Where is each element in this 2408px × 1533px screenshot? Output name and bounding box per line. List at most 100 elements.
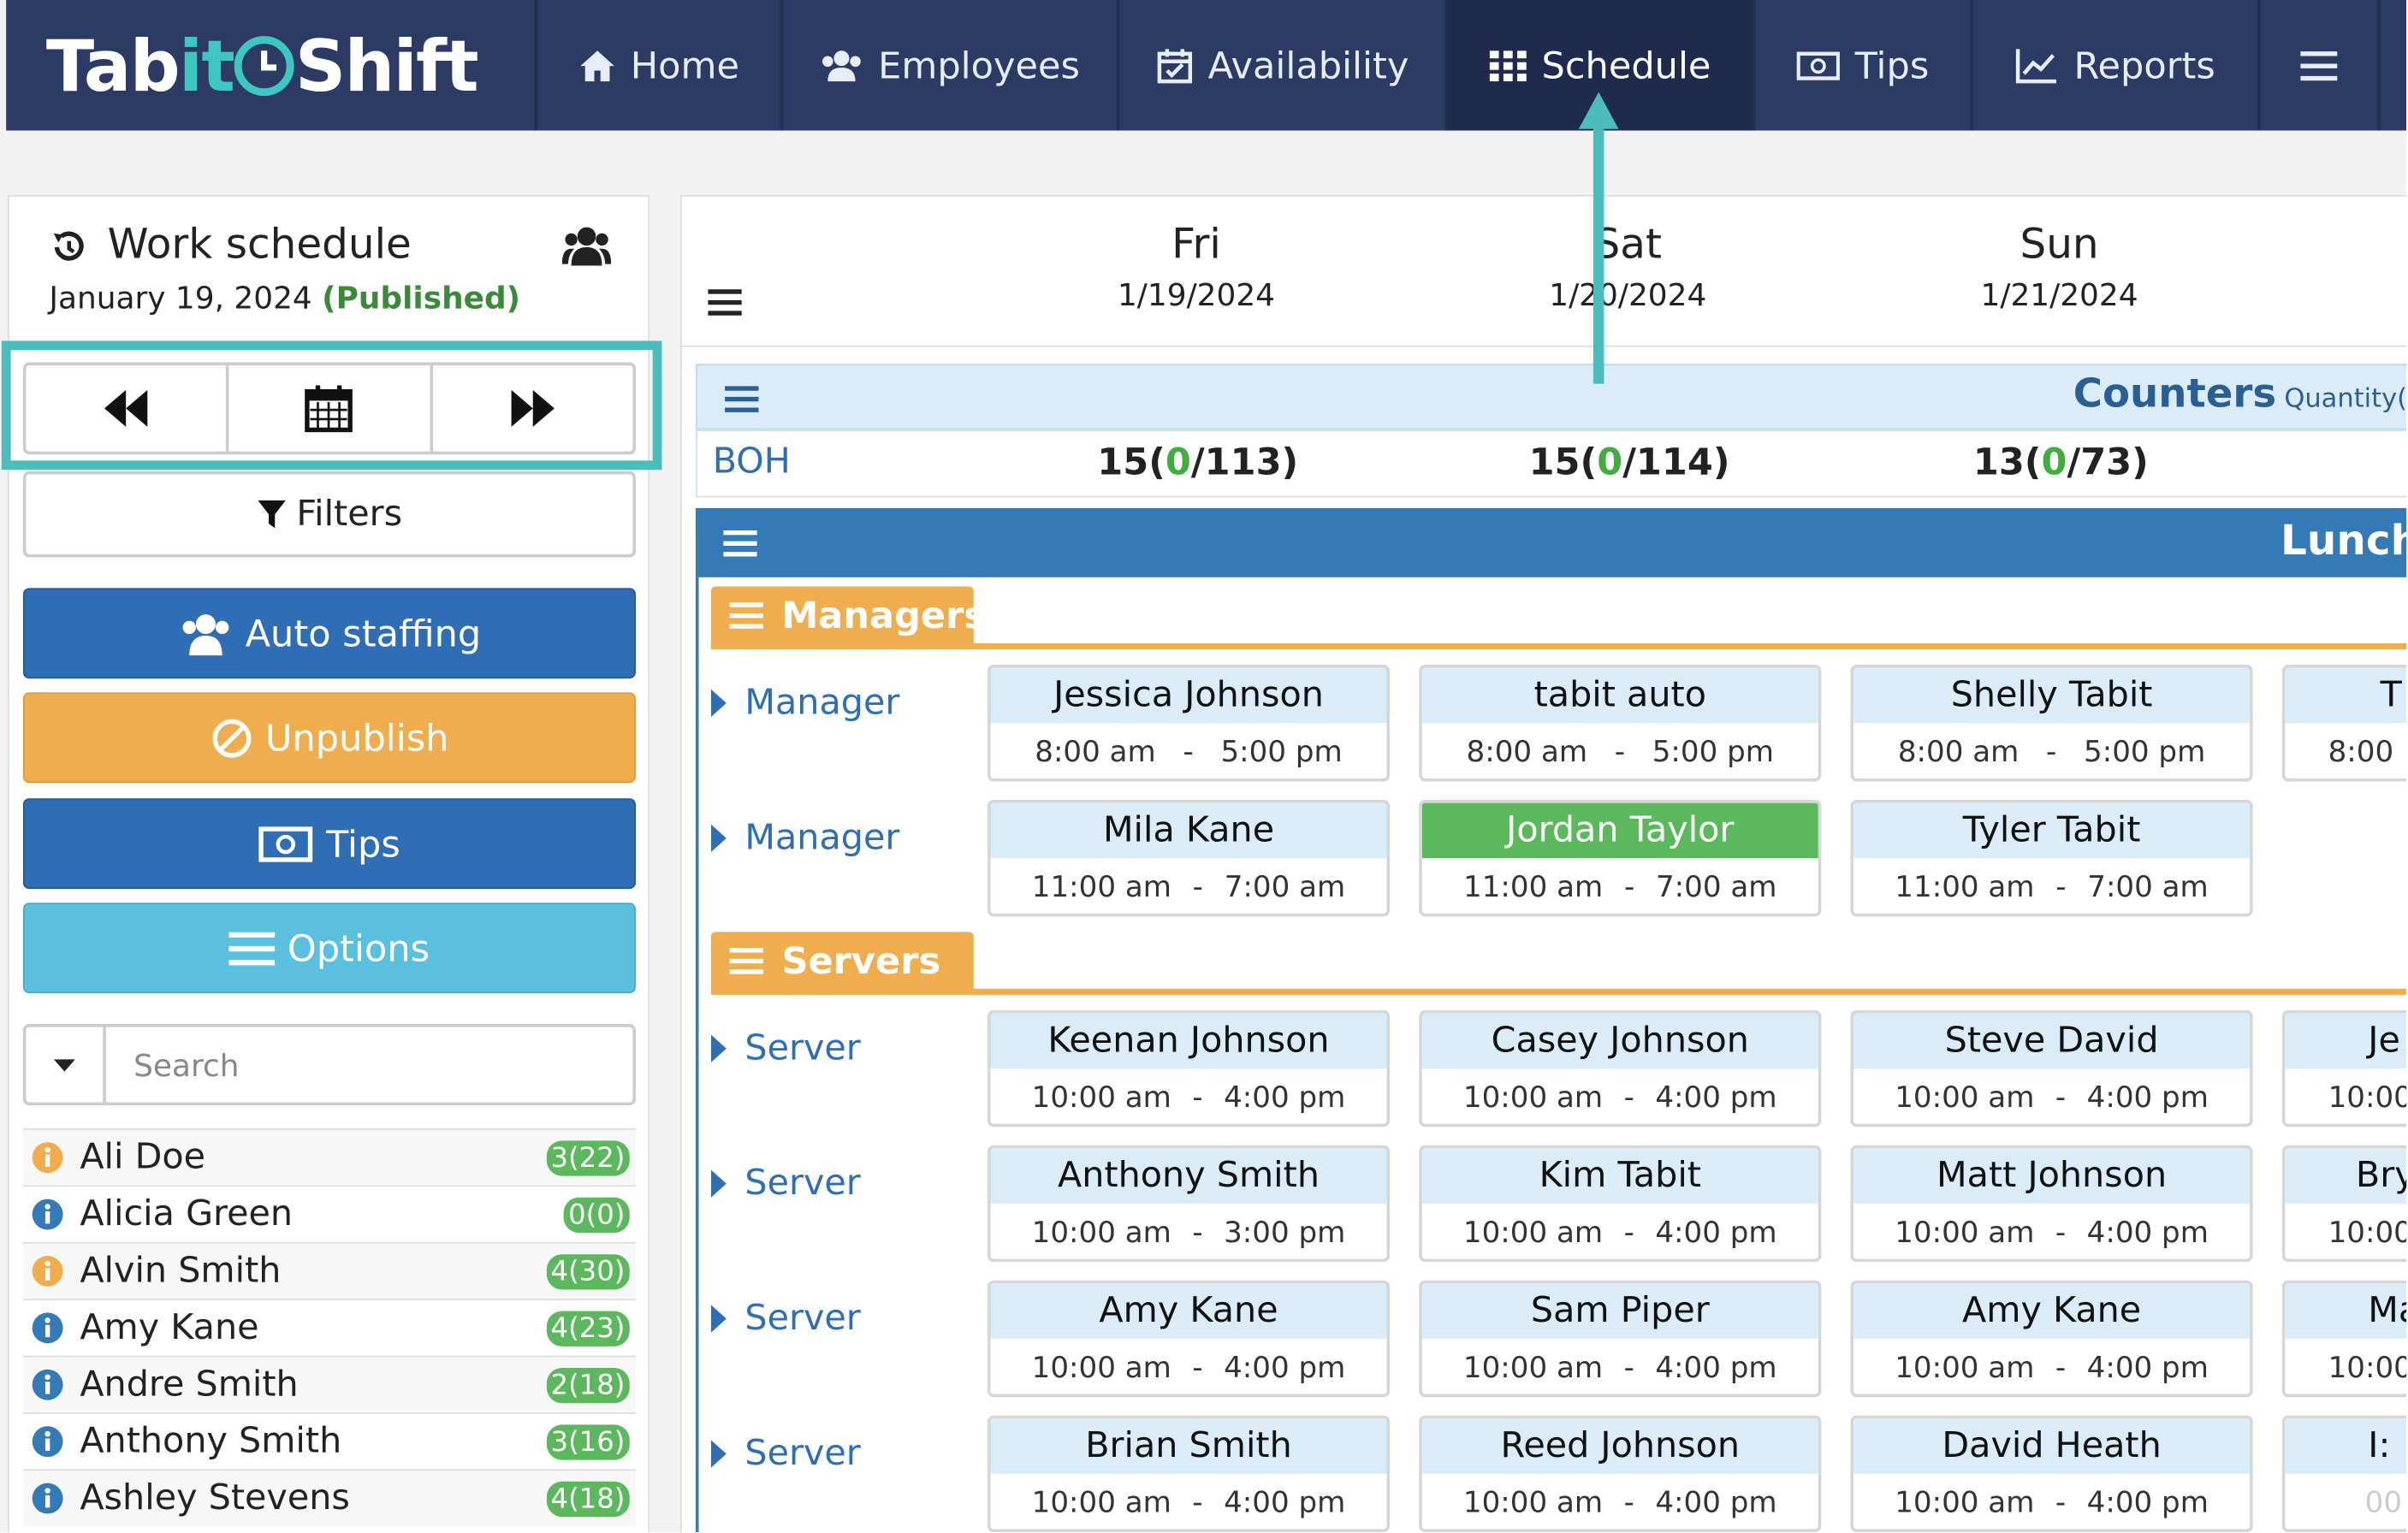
filters-button[interactable]: Filters (22, 471, 636, 558)
group-line (710, 642, 2407, 650)
shift-time: 11:00 am -7:00 am (1853, 858, 2250, 914)
menu-icon[interactable] (708, 288, 742, 316)
shift-separator: - (2046, 735, 2057, 770)
shift-end: 4:00 pm (1655, 1216, 1777, 1250)
shift-time: 10:00 (2328, 1216, 2407, 1250)
search-box[interactable]: Search (22, 1023, 636, 1106)
role-label[interactable]: Server (710, 1163, 861, 1204)
shift-card[interactable]: Amy Kane 10:00 am -4:00 pm (1850, 1280, 2253, 1398)
employee-row[interactable]: Ashley Stevens 4(18) (22, 1469, 636, 1526)
shift-card[interactable]: Casey Johnson 10:00 am -4:00 pm (1419, 1009, 1822, 1128)
nav-item[interactable]: Availability (1116, 0, 1445, 131)
schedule-date: January 19, 2024 (49, 279, 312, 317)
day-name: Sat (1593, 221, 1663, 269)
employee-row[interactable]: Anthony Smith 3(16) (22, 1412, 636, 1470)
action-button[interactable]: Unpublish (22, 692, 636, 784)
shift-card[interactable]: Tyler Tabit 11:00 am -7:00 am (1850, 799, 2253, 917)
counter-value: 13(0/73) (1892, 441, 2230, 483)
shift-card[interactable]: Jessica Johnson 8:00 am -5:00 pm (987, 665, 1391, 782)
shift-separator: - (2055, 1080, 2067, 1115)
group-header[interactable]: Servers (710, 932, 974, 991)
counter-assigned: 0 (1597, 441, 1623, 484)
shift-time: 10:00 am -4:00 pm (991, 1474, 1387, 1530)
shift-card[interactable]: Je 10:00 (2281, 1009, 2407, 1128)
shift-card[interactable]: Matt Johnson 10:00 am -4:00 pm (1850, 1145, 2253, 1263)
shift-employee: Reed Johnson (1421, 1418, 1818, 1474)
shift-card[interactable]: Jordan Taylor 11:00 am -7:00 am (1419, 799, 1822, 917)
role-label[interactable]: Manager (710, 819, 899, 858)
prev-button[interactable] (27, 365, 229, 452)
shift-card[interactable]: Keenan Johnson 10:00 am -4:00 pm (987, 1009, 1391, 1128)
history-icon (53, 231, 84, 261)
shift-line (695, 577, 699, 1533)
role-label[interactable]: Server (710, 1434, 861, 1474)
shift-card[interactable]: Reed Johnson 10:00 am -4:00 pm (1419, 1415, 1822, 1533)
employee-row[interactable]: Alvin Smith 4(30) (22, 1241, 636, 1299)
group-icon[interactable] (561, 224, 612, 267)
nav-item[interactable]: Schedule (1444, 0, 1753, 131)
shift-card[interactable]: Kim Tabit 10:00 am -4:00 pm (1419, 1145, 1822, 1263)
shift-card[interactable]: Ma 10:00 (2281, 1280, 2407, 1398)
employee-row[interactable]: Alicia Green 0(0) (22, 1185, 636, 1242)
search-dropdown[interactable] (27, 1027, 106, 1103)
role-label[interactable]: Server (710, 1299, 861, 1339)
shift-card[interactable]: Sam Piper 10:00 am -4:00 pm (1419, 1280, 1822, 1398)
employee-row[interactable]: Amy Kane 4(23) (22, 1299, 636, 1356)
shift-employee: Matt Johnson (1853, 1148, 2251, 1204)
action-button[interactable]: Auto staffing (22, 588, 636, 679)
shift-start: 8:00 am (1897, 735, 2020, 770)
next-button[interactable] (432, 365, 632, 451)
shift-start: 8:00 am (1035, 735, 1156, 770)
shift-card[interactable]: David Heath 10:00 am -4:00 pm (1850, 1415, 2253, 1533)
shift-employee: Brian Smith (990, 1418, 1387, 1474)
nav-item[interactable]: Home (534, 0, 780, 131)
menu-icon[interactable] (725, 385, 759, 412)
shift-card[interactable]: tabit auto 8:00 am -5:00 pm (1419, 665, 1822, 782)
shift-end: 7:00 am (1224, 870, 1346, 905)
shift-separator: - (1192, 1080, 1203, 1115)
shift-employee: Anthony Smith (990, 1148, 1387, 1204)
counters-note: Quantity(A (2284, 383, 2407, 415)
employee-row[interactable]: Andre Smith 2(18) (22, 1355, 636, 1413)
shift-employee: Amy Kane (990, 1283, 1387, 1339)
employee-row[interactable]: Ali Doe 3(22) (22, 1128, 636, 1186)
publish-status: (Published) (322, 279, 521, 317)
nav-item[interactable]: Tips (1752, 0, 1971, 131)
shift-card[interactable]: Shelly Tabit 8:00 am -5:00 pm (1850, 665, 2253, 782)
action-button[interactable]: Tips (22, 798, 636, 890)
shift-end: 4:00 pm (1224, 1080, 1346, 1115)
navbar: Tab it Shift Home Employees Availability Sch… (6, 0, 2407, 131)
shift-separator: - (1192, 870, 1203, 905)
action-button[interactable]: Options (22, 903, 636, 994)
group-header[interactable]: Managers (710, 586, 986, 645)
logo[interactable]: Tab it Shift (46, 12, 479, 120)
shift-card[interactable]: Bry 10:00 (2281, 1145, 2407, 1263)
nav-item[interactable]: Employees (780, 0, 1117, 131)
counter-total: 15( (1528, 441, 1598, 484)
shift-card[interactable]: Steve David 10:00 am -4:00 pm (1850, 1009, 2253, 1128)
shift-time: 10:00 am -4:00 pm (1422, 1339, 1818, 1394)
shift-employee: Kim Tabit (1421, 1148, 1818, 1204)
menu-icon[interactable] (723, 530, 757, 557)
role-name: Manager (744, 683, 900, 724)
logo-text: it (178, 24, 235, 108)
nav-item[interactable]: Reports (1970, 0, 2257, 131)
shift-card[interactable]: Anthony Smith 10:00 am -3:00 pm (987, 1145, 1391, 1263)
calendar-button[interactable] (229, 365, 433, 452)
shift-card[interactable]: I: 00 (2281, 1415, 2407, 1533)
shift-card[interactable]: Brian Smith 10:00 am -4:00 pm (987, 1415, 1391, 1533)
button-label: Options (287, 926, 430, 970)
shift-time: 8:00 am -5:00 pm (991, 723, 1387, 778)
shift-start: 11:00 am (1895, 870, 2035, 905)
role-label[interactable]: Manager (710, 683, 900, 724)
counter-assigned: 0 (1165, 441, 1191, 484)
shift-start: 10:00 am (1462, 1351, 1604, 1385)
shift-employee: I: (2285, 1418, 2407, 1474)
shift-employee: Steve David (1853, 1013, 2251, 1069)
nav-menu[interactable] (2257, 0, 2377, 131)
role-label[interactable]: Server (710, 1028, 861, 1068)
shift-card[interactable]: Amy Kane 10:00 am -4:00 pm (987, 1280, 1391, 1398)
shift-card[interactable]: Mila Kane 11:00 am -7:00 am (987, 799, 1391, 917)
shift-card[interactable]: T 8:00 (2281, 665, 2407, 782)
